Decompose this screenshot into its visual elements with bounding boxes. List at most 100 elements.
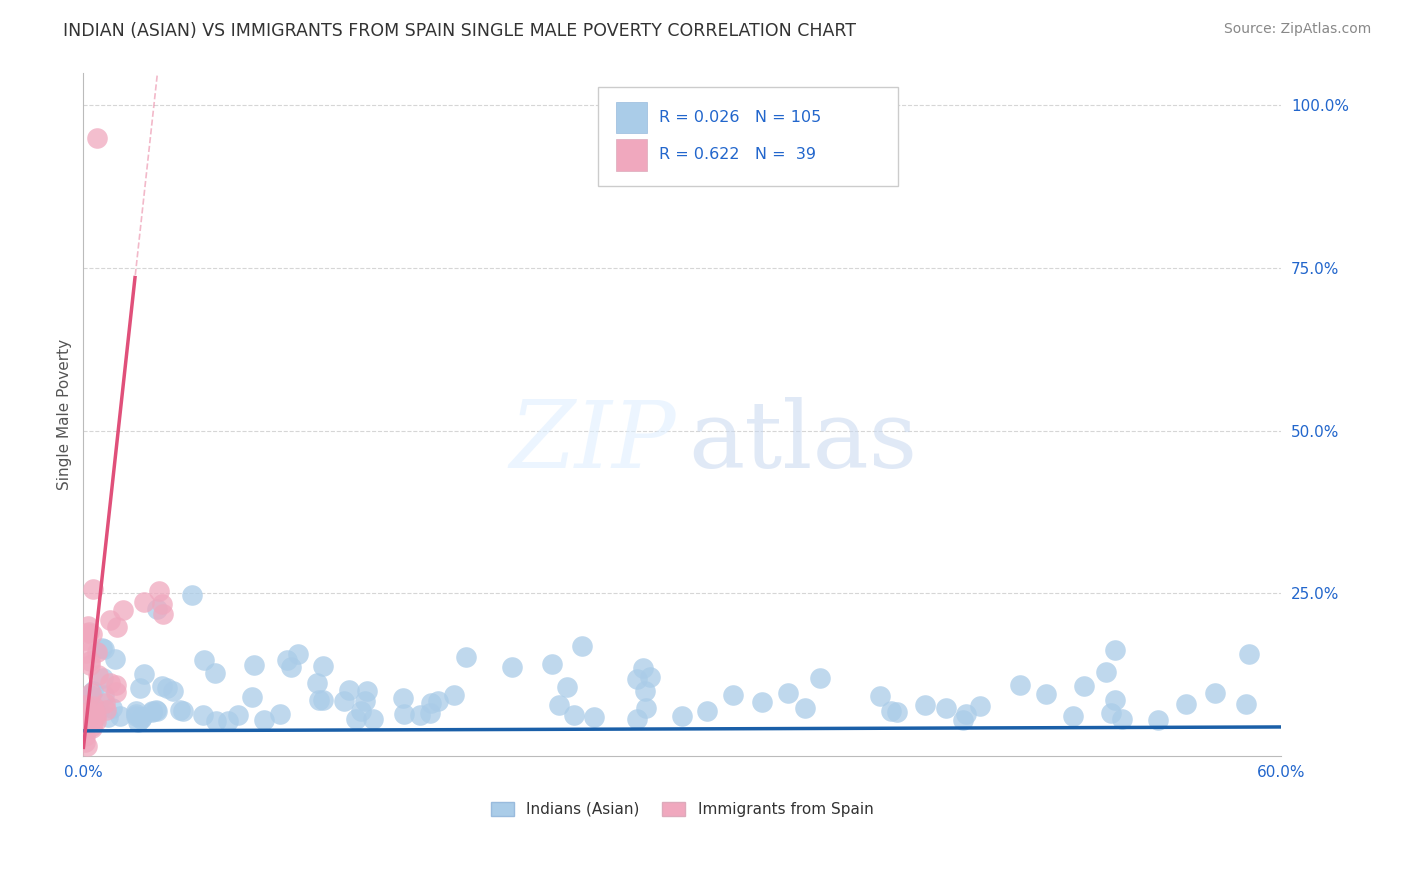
Point: [93, 641, 115, 656]
Point: [97, 710, 120, 724]
Point: [112, 603, 135, 617]
Point: [350, 704, 373, 718]
Point: [204, 665, 226, 680]
Point: [84, 708, 107, 723]
Point: [312, 692, 335, 706]
Point: [583, 710, 606, 724]
Text: ZIP: ZIP: [509, 397, 676, 486]
Point: [501, 660, 523, 674]
FancyBboxPatch shape: [616, 139, 647, 170]
Point: [344, 713, 367, 727]
Point: [172, 704, 194, 718]
Point: [1111, 712, 1133, 726]
Point: [456, 650, 478, 665]
Point: [1104, 643, 1126, 657]
Text: INDIAN (ASIAN) VS IMMIGRANTS FROM SPAIN SINGLE MALE POVERTY CORRELATION CHART: INDIAN (ASIAN) VS IMMIGRANTS FROM SPAIN …: [63, 22, 856, 40]
Point: [80, 686, 103, 700]
Point: [75, 716, 97, 731]
Point: [696, 704, 718, 718]
Point: [145, 703, 167, 717]
Point: [1099, 706, 1122, 720]
Point: [129, 712, 152, 726]
Y-axis label: Single Male Poverty: Single Male Poverty: [58, 339, 72, 490]
Point: [626, 712, 648, 726]
Point: [555, 680, 578, 694]
Point: [808, 671, 831, 685]
FancyBboxPatch shape: [599, 87, 898, 186]
Point: [1147, 713, 1170, 727]
Point: [76, 619, 98, 633]
Point: [409, 708, 432, 723]
Point: [287, 647, 309, 661]
Text: atlas: atlas: [688, 397, 918, 486]
Point: [626, 673, 648, 687]
Point: [1062, 709, 1084, 723]
Point: [132, 595, 155, 609]
FancyBboxPatch shape: [616, 102, 647, 133]
Point: [79, 654, 101, 668]
Point: [205, 714, 228, 729]
Point: [108, 709, 131, 723]
Point: [75, 698, 97, 712]
Point: [82, 721, 104, 735]
Point: [419, 696, 441, 710]
Point: [571, 639, 593, 653]
Point: [1094, 665, 1116, 680]
Point: [141, 705, 163, 719]
Point: [84, 714, 107, 728]
Point: [98, 675, 121, 690]
Point: [1104, 693, 1126, 707]
Point: [276, 652, 298, 666]
Point: [91, 640, 114, 655]
Point: [76, 625, 98, 640]
Point: [1239, 648, 1261, 662]
Point: [148, 584, 170, 599]
Point: [419, 706, 441, 720]
Point: [82, 683, 104, 698]
Point: [145, 704, 167, 718]
Point: [193, 653, 215, 667]
Point: [87, 703, 110, 717]
Point: [337, 682, 360, 697]
Point: [141, 705, 163, 719]
Point: [280, 660, 302, 674]
Point: [721, 688, 744, 702]
Legend: Indians (Asian), Immigrants from Spain: Indians (Asian), Immigrants from Spain: [485, 796, 880, 823]
Point: [308, 692, 330, 706]
Point: [87, 668, 110, 682]
Point: [75, 711, 97, 725]
Point: [105, 685, 128, 699]
Point: [156, 681, 179, 696]
Point: [152, 597, 174, 611]
Point: [307, 676, 329, 690]
Point: [152, 607, 174, 621]
Point: [93, 688, 115, 702]
Point: [191, 707, 214, 722]
Point: [880, 704, 903, 718]
Text: R = 0.026   N = 105: R = 0.026 N = 105: [659, 110, 821, 125]
Point: [77, 705, 100, 719]
Point: [751, 695, 773, 709]
Point: [162, 684, 184, 698]
Point: [333, 694, 356, 708]
Point: [80, 627, 103, 641]
Point: [217, 714, 239, 728]
Point: [98, 613, 121, 627]
Point: [134, 667, 156, 681]
Point: [392, 706, 415, 721]
Point: [443, 688, 465, 702]
Text: R = 0.622   N =  39: R = 0.622 N = 39: [659, 147, 817, 162]
Point: [541, 657, 564, 671]
Point: [1035, 687, 1057, 701]
Point: [363, 712, 385, 726]
Point: [101, 701, 124, 715]
Point: [84, 705, 107, 719]
Point: [392, 690, 415, 705]
Point: [226, 708, 249, 723]
Point: [94, 696, 117, 710]
Point: [243, 657, 266, 672]
Point: [86, 645, 108, 659]
Point: [150, 679, 173, 693]
Point: [1204, 685, 1226, 699]
Point: [640, 670, 662, 684]
